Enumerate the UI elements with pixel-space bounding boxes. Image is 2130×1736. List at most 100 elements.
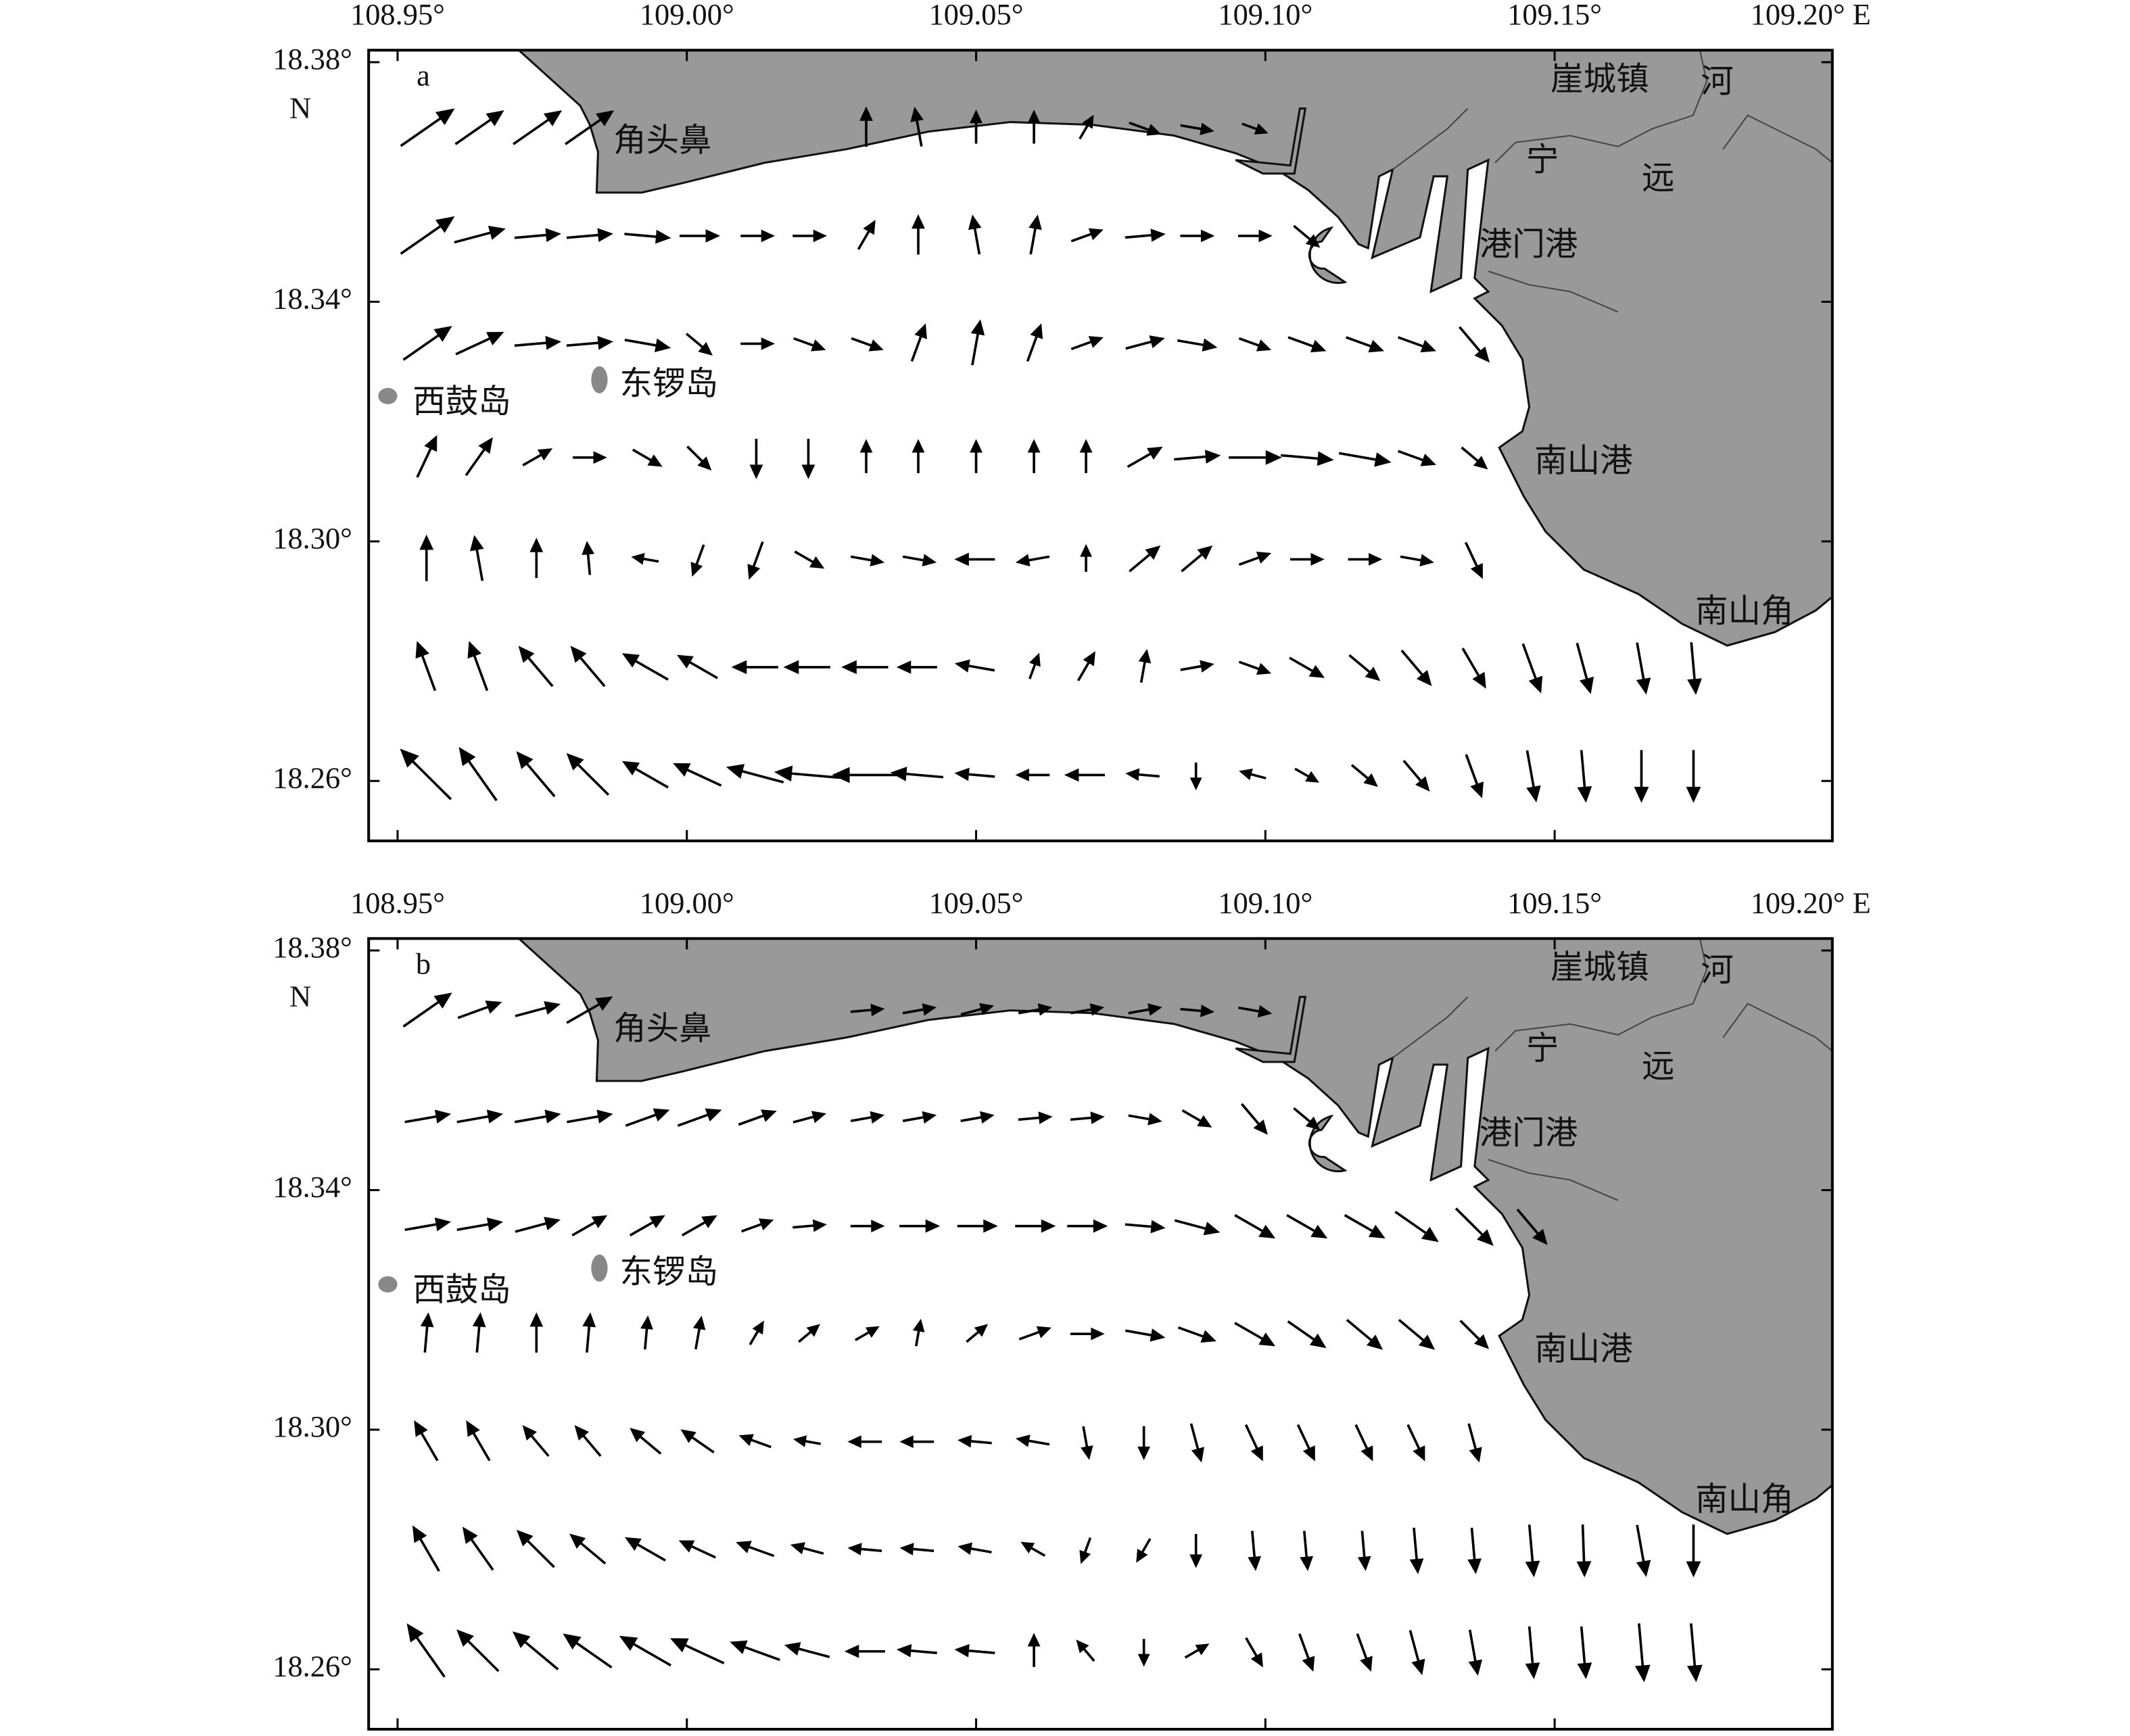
current-arrow — [466, 1420, 491, 1462]
current-arrow — [516, 751, 556, 798]
current-arrow — [854, 1326, 880, 1341]
current-arrow — [1286, 1213, 1328, 1238]
current-arrow — [512, 1631, 559, 1670]
current-arrow — [1028, 214, 1042, 255]
place-label: 西鼓岛 — [412, 384, 511, 420]
current-arrow — [1177, 1326, 1216, 1343]
current-arrow — [1409, 1630, 1425, 1676]
current-arrow — [1577, 1626, 1592, 1679]
current-arrow — [400, 216, 455, 255]
current-arrow — [912, 439, 925, 473]
current-vectors — [400, 106, 1702, 803]
current-arrow — [1181, 545, 1213, 573]
current-arrow — [1521, 643, 1543, 694]
place-label: 西鼓岛 — [412, 1272, 511, 1308]
current-arrow — [954, 767, 995, 781]
map-panel: 108.95° 109.00° 109.05° 109.10° 109.15° 109.2… — [273, 0, 1871, 842]
current-arrow — [1238, 229, 1273, 243]
current-arrow — [912, 214, 925, 255]
current-arrow — [798, 1324, 820, 1343]
current-arrow — [1289, 656, 1325, 678]
current-arrow — [573, 451, 607, 464]
current-arrow — [1467, 1527, 1482, 1574]
current-arrow — [968, 214, 982, 255]
current-arrow — [1020, 1541, 1046, 1557]
current-arrow — [1125, 228, 1166, 242]
place-label: 南山港 — [1534, 1332, 1632, 1368]
current-arrow — [1287, 1320, 1327, 1349]
current-arrow — [467, 641, 489, 692]
current-arrow — [1125, 1220, 1166, 1234]
current-arrow — [1138, 648, 1152, 683]
current-arrow — [1240, 1103, 1268, 1135]
current-arrow — [681, 1215, 717, 1237]
current-arrow — [1234, 1322, 1276, 1347]
current-arrow — [1398, 1319, 1436, 1350]
current-arrow — [529, 537, 544, 579]
current-arrow — [1238, 1005, 1273, 1018]
current-arrow — [1125, 768, 1160, 781]
current-arrow — [1177, 338, 1218, 352]
current-arrow — [1576, 642, 1594, 694]
current-arrow — [1076, 651, 1095, 681]
current-arrow — [1027, 439, 1041, 473]
current-arrow — [629, 1215, 665, 1237]
current-arrow — [632, 448, 663, 467]
current-arrow — [1400, 650, 1432, 686]
current-arrow — [472, 1312, 486, 1353]
current-arrow — [515, 1217, 561, 1233]
current-arrow — [784, 1642, 830, 1658]
current-arrow — [1459, 1320, 1490, 1349]
current-arrow — [514, 335, 562, 350]
current-arrow — [1076, 1639, 1095, 1662]
current-arrow — [690, 544, 705, 577]
current-arrow — [416, 435, 437, 478]
current-arrow — [850, 554, 885, 566]
place-label: 宁 — [1526, 143, 1559, 178]
y-tick-label: 18.34° — [273, 283, 352, 316]
current-arrow — [1634, 750, 1649, 803]
current-arrow — [1079, 1537, 1092, 1564]
y-tick-label: 18.38° — [273, 931, 352, 964]
current-arrow — [686, 445, 712, 471]
current-arrow — [456, 1217, 504, 1232]
current-arrow — [850, 1003, 885, 1017]
current-arrow — [680, 229, 721, 243]
current-arrow — [400, 108, 455, 147]
current-arrow — [1281, 451, 1334, 466]
current-arrow — [1234, 1213, 1276, 1238]
current-arrow — [1070, 1111, 1105, 1124]
current-arrow — [740, 337, 775, 350]
place-label: 角头鼻 — [613, 123, 711, 159]
current-arrow — [1015, 554, 1050, 566]
current-arrow — [412, 1525, 440, 1572]
current-arrow — [954, 659, 995, 673]
current-arrow — [1238, 660, 1272, 675]
current-arrow — [1686, 750, 1701, 803]
current-arrow — [1525, 1524, 1540, 1578]
place-label: 宁 — [1526, 1031, 1559, 1067]
current-arrow — [415, 641, 437, 692]
current-arrow — [563, 1633, 613, 1669]
place-label: 港门港 — [1480, 1115, 1578, 1151]
x-tick-label: 109.20° E — [1751, 886, 1871, 919]
x-tick-label: 109.05° — [929, 0, 1024, 31]
current-arrow — [896, 660, 937, 674]
current-arrow — [404, 1217, 452, 1232]
current-arrow — [1125, 1328, 1166, 1342]
current-arrow — [970, 439, 983, 473]
current-arrow — [1461, 446, 1488, 470]
place-label: 远 — [1642, 1049, 1674, 1085]
current-arrow — [1461, 648, 1486, 689]
current-vectors — [402, 992, 1703, 1683]
current-arrow — [1189, 762, 1202, 791]
current-arrow — [454, 225, 506, 244]
current-arrow — [1293, 1107, 1321, 1130]
hemisphere-label: N — [289, 980, 311, 1013]
current-arrow — [1184, 1643, 1210, 1659]
current-arrow — [1137, 1426, 1151, 1461]
current-arrow — [673, 763, 722, 787]
current-arrow — [1244, 1424, 1263, 1462]
current-arrow — [630, 1428, 662, 1455]
current-arrow — [1525, 1626, 1540, 1679]
